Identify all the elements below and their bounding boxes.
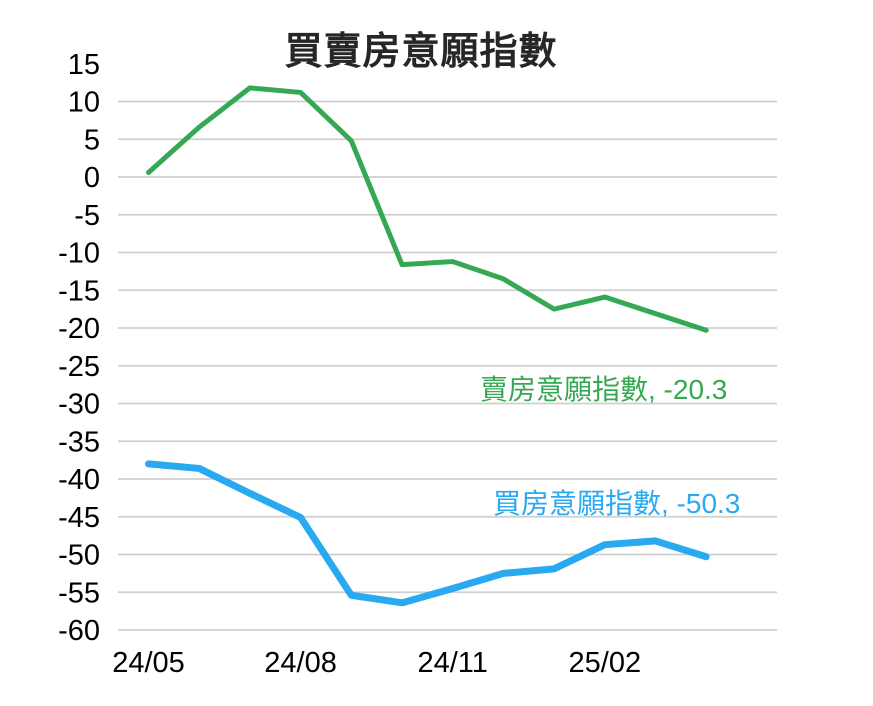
- y-axis-tick-label: -30: [58, 389, 100, 421]
- annotation-buy-index-label: 買房意願指數, -50.3: [493, 488, 741, 519]
- y-axis-tick-label: -15: [58, 275, 100, 307]
- y-axis-tick-label: 15: [68, 49, 100, 81]
- y-axis-tick-label: -45: [58, 502, 100, 534]
- x-axis-tick-label: 24/08: [264, 647, 337, 679]
- x-axis-tick-label: 24/05: [112, 647, 185, 679]
- y-axis-tick-label: -5: [74, 200, 100, 232]
- y-axis-tick-label: -40: [58, 464, 100, 496]
- y-axis-tick-label: 5: [84, 124, 100, 156]
- x-axis-tick-label: 25/02: [569, 647, 642, 679]
- y-axis-tick-label: -20: [58, 313, 100, 345]
- series-line-sell-index: [146, 85, 709, 333]
- y-axis-tick-label: 0: [84, 162, 100, 194]
- y-axis-tick-label: -10: [58, 238, 100, 270]
- y-axis-tick-label: -35: [58, 426, 100, 458]
- y-axis-tick-label: 10: [68, 87, 100, 119]
- y-axis-tick-label: -25: [58, 351, 100, 383]
- annotation-sell-index-label: 賣房意願指數, -20.3: [480, 374, 728, 405]
- chart-title: 買賣房意願指數: [284, 31, 558, 73]
- y-axis-tick-label: -60: [58, 615, 100, 647]
- series-line-buy-index: [145, 460, 710, 607]
- x-axis-tick-label: 24/11: [417, 647, 487, 679]
- y-axis-tick-label: -50: [58, 540, 100, 572]
- y-axis-tick-label: -55: [58, 577, 100, 609]
